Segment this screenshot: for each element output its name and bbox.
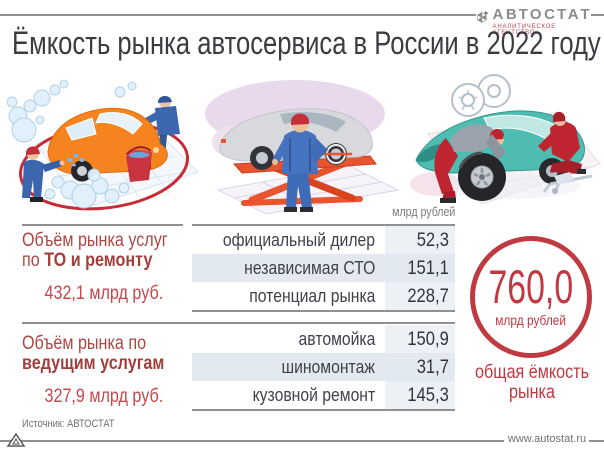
block-heading-line1: Объём рынка по [22, 333, 147, 354]
table-row: официальный дилер 52,3 [192, 226, 455, 254]
bottom-divider-right [589, 440, 604, 442]
divider [22, 322, 455, 324]
source-note: Источник: АВТОСТАТ [22, 418, 115, 430]
table-row: потенциал рынка 228,7 [192, 282, 455, 310]
table-row: независимая СТО 151,1 [192, 254, 455, 282]
top-divider-right [591, 14, 604, 16]
row-label: официальный дилер [222, 229, 375, 250]
table-section-repair: официальный дилер 52,3 независимая СТО 1… [192, 226, 455, 310]
autostat-wheel-icon [477, 10, 489, 23]
car-wash-illustration [0, 72, 200, 217]
autostat-logo: АВТОСТАТ АНАЛИТИЧЕСКОЕ АГЕНТСТВО [476, 2, 592, 36]
market-volume-services-block: Объём рынка по ведущим услугам 327,9 млр… [22, 334, 185, 408]
row-value: 151,1 [407, 257, 449, 279]
logo-tagline: АНАЛИТИЧЕСКОЕ АГЕНТСТВО [492, 24, 557, 36]
row-value: 145,3 [407, 384, 449, 406]
divider [22, 224, 183, 226]
block-heading-line2: по ТО и ремонту [22, 250, 153, 271]
total-unit: млрд рублей [495, 312, 567, 328]
row-value: 31,7 [416, 356, 449, 378]
top-divider [0, 14, 476, 16]
table-row: шиномонтаж 31,7 [192, 353, 455, 381]
row-label: автомойка [298, 328, 375, 349]
tire-service-illustration [400, 72, 604, 217]
block-heading-line2: ведущим услугам [22, 353, 165, 374]
block-amount: 327,9 млрд руб. [44, 386, 163, 407]
table-row: кузовной ремонт 145,3 [192, 381, 455, 409]
website-link: www.autostat.ru [507, 433, 587, 445]
row-value: 228,7 [407, 285, 449, 307]
divider [192, 310, 455, 312]
block-heading-line1: Объём рынка услуг [22, 230, 168, 251]
row-value: 150,9 [407, 328, 449, 350]
market-volume-repair-block: Объём рынка услуг по ТО и ремонту 432,1 … [22, 231, 185, 305]
divider [192, 224, 455, 226]
row-label: независимая СТО [243, 257, 375, 278]
block-amount: 432,1 млрд руб. [44, 283, 163, 304]
divider [192, 409, 455, 411]
car-on-lift-illustration [200, 72, 400, 219]
autostat-mark-icon [7, 432, 25, 447]
total-caption: общая ёмкость рынка [475, 362, 589, 403]
total-market-circle: 760,0 млрд рублей [470, 236, 592, 358]
page-title: Ёмкость рынка автосервиса в России в 202… [12, 25, 601, 61]
row-label: кузовной ремонт [252, 384, 375, 405]
row-label: потенциал рынка [248, 285, 375, 306]
logo-brand: АВТОСТАТ [492, 6, 592, 23]
bottom-divider [0, 440, 504, 442]
row-value: 52,3 [416, 229, 449, 251]
table-row: автомойка 150,9 [192, 325, 455, 353]
table-unit-header: млрд рублей [391, 205, 455, 219]
total-value: 760,0 [488, 260, 574, 313]
table-section-services: автомойка 150,9 шиномонтаж 31,7 кузовной… [192, 325, 455, 409]
row-label: шиномонтаж [281, 356, 375, 377]
